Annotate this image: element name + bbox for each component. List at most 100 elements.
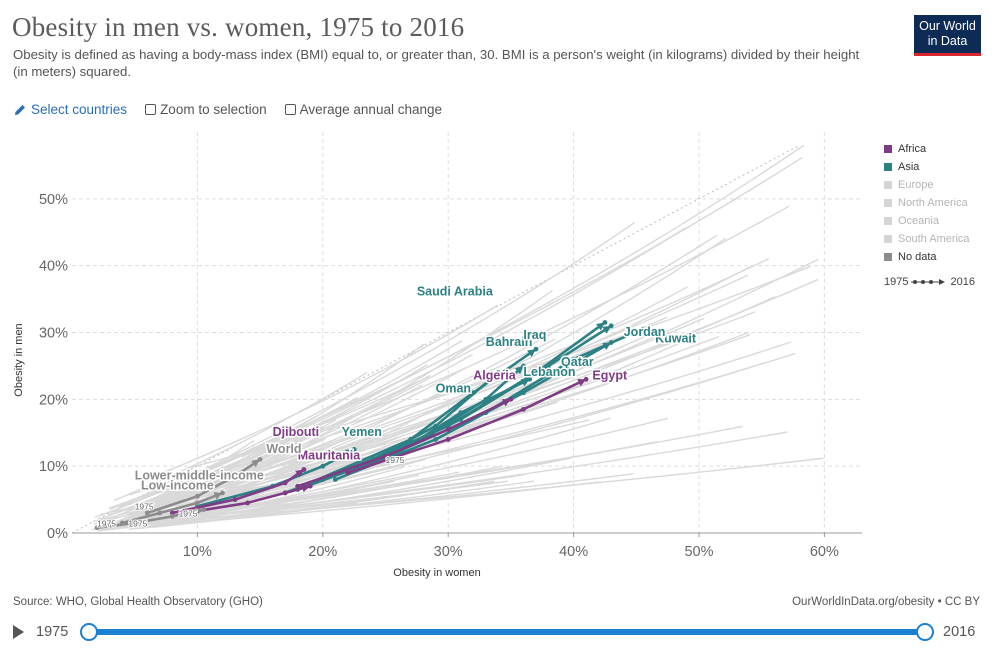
legend-item-north-america[interactable]: North America <box>884 194 970 212</box>
series-label-iraq[interactable]: Iraq <box>522 327 548 344</box>
data-point[interactable] <box>445 437 451 442</box>
background-country-line[interactable] <box>155 384 423 507</box>
background-country-line[interactable] <box>128 375 430 496</box>
data-point[interactable] <box>320 463 326 469</box>
owid-logo[interactable]: Our World in Data <box>914 15 981 56</box>
background-country-line[interactable] <box>206 234 718 502</box>
series-label-low-income[interactable]: Low-income <box>139 477 215 494</box>
series-line-lower-middle-income[interactable] <box>121 491 223 525</box>
background-country-line[interactable] <box>188 227 687 483</box>
data-point[interactable] <box>383 453 388 459</box>
data-point[interactable] <box>332 477 338 482</box>
y-tick-label: 20% <box>39 392 68 408</box>
series-label-yemen[interactable]: Yemen <box>340 424 383 441</box>
data-point[interactable] <box>521 406 526 412</box>
background-country-line[interactable] <box>123 449 288 522</box>
select-countries-button[interactable]: Select countries <box>13 102 127 117</box>
license-link[interactable]: OurWorldInData.org/obesity • CC BY <box>792 596 980 608</box>
series-label-oman[interactable]: Oman <box>434 380 472 397</box>
background-country-line[interactable] <box>149 353 473 505</box>
background-country-line[interactable] <box>224 317 704 489</box>
data-point[interactable] <box>169 513 175 519</box>
series-label-bahrain[interactable]: Bahrain <box>484 333 534 350</box>
background-country-line[interactable] <box>199 286 688 505</box>
background-country-line[interactable] <box>167 480 496 524</box>
data-point[interactable] <box>194 500 200 506</box>
series-line-world[interactable] <box>146 458 261 515</box>
data-point[interactable] <box>157 510 163 516</box>
series-label-lower-middle-income[interactable]: Lower-middle-income <box>133 467 265 484</box>
timeline-start-handle[interactable] <box>80 623 98 641</box>
series-label-lebanon[interactable]: Lebanon <box>522 363 577 380</box>
data-point[interactable] <box>433 423 439 429</box>
data-point[interactable] <box>94 525 100 531</box>
background-country-line[interactable] <box>184 156 803 480</box>
legend-item-oceania[interactable]: Oceania <box>884 212 970 230</box>
data-point[interactable] <box>571 356 576 362</box>
timeline-track[interactable] <box>89 629 925 635</box>
background-country-line[interactable] <box>190 274 749 490</box>
background-country-line[interactable] <box>170 387 565 500</box>
play-icon[interactable] <box>13 625 24 639</box>
background-country-line[interactable] <box>206 417 669 513</box>
data-point[interactable] <box>245 500 250 506</box>
data-point[interactable] <box>282 490 288 496</box>
background-country-line[interactable] <box>119 480 395 528</box>
background-country-line[interactable] <box>241 144 805 458</box>
series-label-egypt[interactable]: Egypt <box>591 367 630 384</box>
series-line-low-income[interactable] <box>96 508 204 529</box>
background-country-line[interactable] <box>193 290 553 502</box>
data-point[interactable] <box>169 510 175 516</box>
series-line-lebanon[interactable] <box>309 348 537 485</box>
background-country-line[interactable] <box>229 341 792 495</box>
data-point[interactable] <box>458 410 464 416</box>
series-line-algeria[interactable] <box>297 398 512 488</box>
data-point[interactable] <box>345 470 351 476</box>
legend-swatch <box>884 199 892 207</box>
series-line-yemen[interactable] <box>197 448 355 508</box>
data-point[interactable] <box>445 427 451 432</box>
data-point[interactable] <box>232 497 238 502</box>
data-point[interactable] <box>132 520 138 526</box>
axes: 10% 20% 30% 40% 50% 60% 0% 10% 20% 30% 40% 50% <box>39 192 862 560</box>
background-country-line[interactable] <box>149 473 634 525</box>
series-line-djibouti[interactable] <box>172 468 305 515</box>
background-country-line[interactable] <box>159 343 425 503</box>
timeline-end-handle[interactable] <box>916 623 934 641</box>
series-label-kuwait[interactable]: Kuwait <box>654 330 699 347</box>
data-point[interactable] <box>533 370 539 375</box>
series-line-mauritania[interactable] <box>184 484 311 515</box>
series-line-egypt[interactable] <box>347 378 587 475</box>
average-annual-change-checkbox[interactable]: Average annual change <box>284 102 442 117</box>
data-point[interactable] <box>282 480 288 486</box>
data-point[interactable] <box>433 437 439 442</box>
data-point[interactable] <box>194 493 200 499</box>
series-label-saudi-arabia[interactable]: Saudi Arabia <box>415 283 495 300</box>
background-country-line[interactable] <box>187 457 824 520</box>
data-point[interactable] <box>232 473 238 479</box>
legend-item-asia[interactable]: Asia <box>884 158 970 176</box>
series-line-saudi-arabia[interactable] <box>347 321 606 471</box>
chart-subtitle: Obesity is defined as having a body-mass… <box>13 47 860 79</box>
legend-item-south-america[interactable]: South America <box>884 230 970 248</box>
background-country-line[interactable] <box>93 477 240 525</box>
series-label-qatar[interactable]: Qatar <box>560 353 596 370</box>
data-point[interactable] <box>521 390 526 396</box>
series-label-algeria[interactable]: Algeria <box>472 367 518 384</box>
legend-item-europe[interactable]: Europe <box>884 176 970 194</box>
legend-item-no-data[interactable]: No data <box>884 248 970 266</box>
background-country-line[interactable] <box>152 304 498 478</box>
series-label-jordan[interactable]: Jordan <box>622 323 667 340</box>
legend-item-africa[interactable]: Africa <box>884 140 970 158</box>
zoom-to-selection-checkbox[interactable]: Zoom to selection <box>145 102 267 117</box>
series-label-mauritania[interactable]: Mauritania <box>296 447 363 464</box>
time-legend-start: 1975 <box>884 276 909 288</box>
data-point[interactable] <box>201 507 207 513</box>
data-point[interactable] <box>295 483 301 489</box>
x-tick-label: 50% <box>684 544 713 560</box>
background-country-line[interactable] <box>167 221 635 487</box>
background-country-line[interactable] <box>113 371 368 502</box>
series-label-djibouti[interactable]: Djibouti <box>271 424 321 441</box>
data-point[interactable] <box>144 510 150 516</box>
series-label-world[interactable]: World <box>265 440 303 457</box>
